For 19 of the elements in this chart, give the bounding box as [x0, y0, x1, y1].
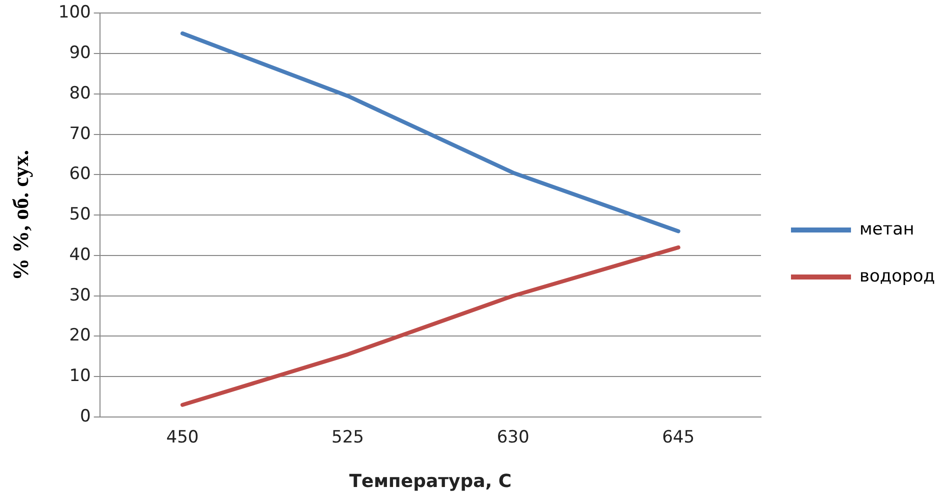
y-tick-label: 70 [69, 124, 91, 144]
y-tick-label: 80 [69, 83, 91, 104]
legend-label: метан [859, 219, 914, 240]
y-tick-label: 60 [69, 164, 91, 184]
y-tick-label: 30 [69, 285, 91, 306]
y-tick-label: 10 [69, 366, 91, 386]
x-tick-label: 450 [166, 428, 199, 448]
x-tick-label: 630 [496, 428, 530, 448]
y-tick-label: 100 [58, 2, 91, 23]
y-tick-label: 20 [69, 326, 91, 346]
y-tick-label: 0 [80, 406, 91, 426]
y-tick-label: 50 [69, 204, 91, 225]
y-tick-label: 40 [69, 244, 91, 265]
x-tick-label: 645 [662, 428, 695, 448]
legend-label: водород [859, 266, 936, 286]
y-tick-label: 90 [69, 43, 91, 63]
x-axis-title: Температура, С [349, 470, 512, 492]
x-tick-label: 525 [332, 428, 364, 448]
y-axis-title: % %, об. сух. [8, 150, 33, 280]
